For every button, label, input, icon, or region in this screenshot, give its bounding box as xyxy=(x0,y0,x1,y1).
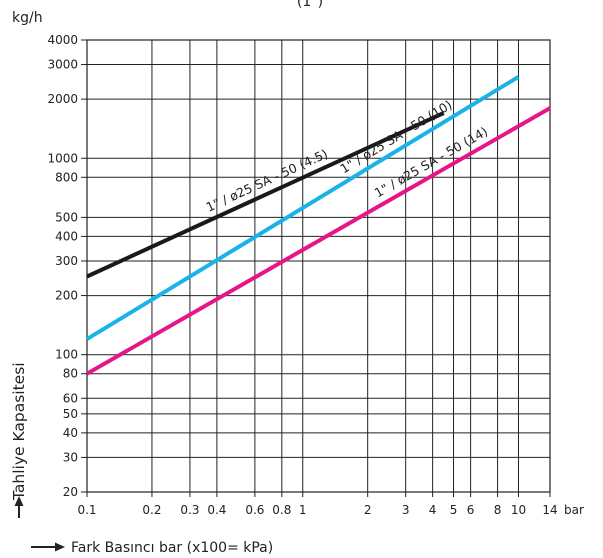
x-tick-label: 0.4 xyxy=(207,503,226,517)
x-unit-label: bar xyxy=(564,503,584,517)
series-lines xyxy=(85,75,551,376)
x-tick-label: 14 xyxy=(542,503,557,517)
y-tick-label: 2000 xyxy=(47,92,78,106)
y-tick-label: 1000 xyxy=(47,151,78,165)
y-axis-title-group: Tahliye Kapasitesi xyxy=(10,362,28,518)
plot-frame xyxy=(86,39,551,493)
y-axis-title: Tahliye Kapasitesi xyxy=(10,362,28,501)
y-unit-label: kg/h xyxy=(12,10,43,26)
y-tick-labels: 20 30 40 50 60 80 100 200 300 400 500 800 1000 2000 30… xyxy=(47,33,78,499)
x-tick-label: 8 xyxy=(494,503,502,517)
x-tick-label: 3 xyxy=(402,503,410,517)
x-tick-label: 0.8 xyxy=(272,503,291,517)
x-tick-label: 10 xyxy=(511,503,526,517)
x-tick-label: 4 xyxy=(429,503,437,517)
y-tick-label: 60 xyxy=(63,391,78,405)
y-tick-label: 300 xyxy=(55,254,78,268)
y-tick-label: 30 xyxy=(63,450,78,464)
series-line-1 xyxy=(86,111,445,279)
x-tick-label: 6 xyxy=(467,503,475,517)
x-tick-labels: 0.1 0.2 0.3 0.4 0.6 0.8 1 2 3 4 5 6 8 10 14 xyxy=(77,503,557,517)
x-tick-label: 2 xyxy=(364,503,372,517)
x-axis-title-group: Fark Basıncı bar (x100= kPa) xyxy=(31,540,273,556)
series-line-2 xyxy=(85,75,520,341)
y-tick-label: 500 xyxy=(55,210,78,224)
grid-lines xyxy=(81,39,551,497)
y-tick-label: 50 xyxy=(63,407,78,421)
y-tick-label: 20 xyxy=(63,485,78,499)
y-tick-label: 100 xyxy=(55,348,78,362)
y-tick-label: 4000 xyxy=(47,33,78,47)
y-tick-label: 3000 xyxy=(47,58,78,72)
x-axis-title: Fark Basıncı bar (x100= kPa) xyxy=(71,540,273,556)
x-tick-label: 0.6 xyxy=(245,503,264,517)
chart-title: (1") xyxy=(297,0,323,10)
y-tick-label: 400 xyxy=(55,229,78,243)
x-axis-arrow-head xyxy=(55,542,65,552)
series-line-3 xyxy=(86,106,551,376)
x-tick-label: 0.3 xyxy=(180,503,199,517)
x-tick-label: 0.2 xyxy=(142,503,161,517)
y-tick-label: 200 xyxy=(55,289,78,303)
x-tick-label: 1 xyxy=(299,503,307,517)
y-tick-label: 80 xyxy=(63,367,78,381)
y-tick-label: 40 xyxy=(63,426,78,440)
x-tick-label: 0.1 xyxy=(77,503,96,517)
x-tick-label: 5 xyxy=(450,503,458,517)
y-axis-arrow-head xyxy=(14,496,24,506)
y-tick-label: 800 xyxy=(55,170,78,184)
